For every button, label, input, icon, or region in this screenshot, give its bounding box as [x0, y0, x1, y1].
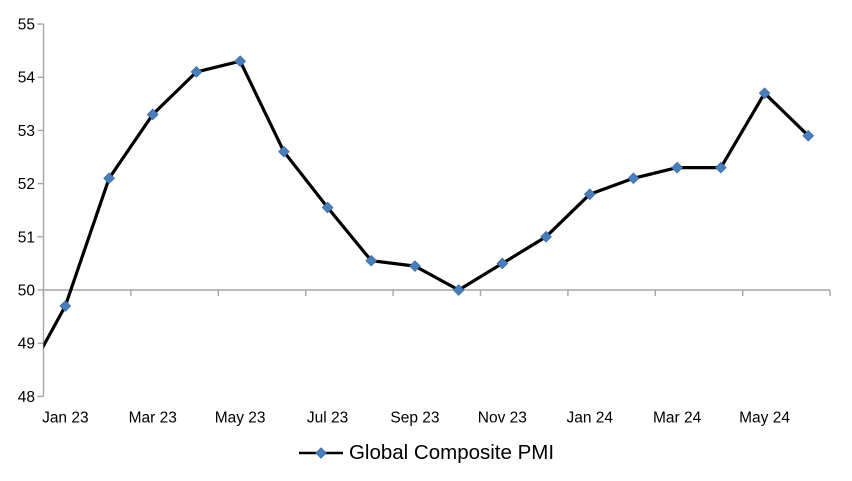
data-point-marker-dec-23	[540, 230, 552, 243]
x-axis-tick-label: Jan 24	[566, 410, 613, 427]
legend-sample-diamond-marker	[315, 447, 327, 459]
y-axis-tick-label: 48	[18, 389, 35, 406]
data-point-marker-feb-24	[627, 172, 640, 185]
legend-label: Global Composite PMI	[348, 440, 555, 464]
data-point-marker-oct-23	[452, 284, 465, 296]
x-axis-tick-label: Jan 23	[42, 410, 89, 427]
data-point-marker-nov-23	[496, 257, 509, 270]
data-point-marker-jun-23	[278, 145, 290, 158]
data-point-marker-apr-23	[190, 66, 203, 78]
legend-line-marker-sample	[298, 447, 343, 459]
data-point-marker-feb-23	[103, 172, 115, 185]
pmi-line	[43, 59, 810, 350]
data-point-marker-jun-24	[802, 129, 815, 142]
y-axis-tick-label: 53	[18, 123, 35, 140]
data-point-marker-apr-24	[715, 161, 727, 174]
data-point-marker-sep-23	[409, 260, 421, 272]
data-point-marker-may-24	[758, 87, 771, 100]
data-point-marker-aug-23	[365, 254, 378, 267]
x-axis-tick-label: May 23	[215, 410, 266, 427]
data-point-marker-mar-23	[146, 108, 159, 121]
global-composite-pmi-line-chart: 48 49 50 51 52 53 54 55 Jan 23 Mar 23 May 23 Jul 23…	[18, 17, 831, 427]
y-axis-tick-label: 55	[18, 17, 35, 34]
y-axis-tick-label: 52	[18, 176, 35, 193]
x-axis-tick-label: Jul 23	[307, 410, 348, 427]
x-axis-tick-label: Mar 23	[129, 410, 177, 427]
data-point-marker-mar-24	[671, 161, 684, 174]
data-point-marker-may-23	[234, 55, 247, 68]
data-point-marker-jul-23	[321, 201, 334, 214]
data-point-marker-jan-23	[59, 300, 72, 312]
x-axis-tick-label: May 24	[739, 410, 790, 427]
y-axis-tick-label: 54	[18, 70, 36, 87]
chart-legend: Global Composite PMI	[0, 440, 852, 466]
series-global-composite-pmi	[43, 55, 815, 350]
y-axis-tick-label: 51	[18, 229, 35, 246]
data-point-marker-jan-24	[583, 188, 596, 201]
x-axis-tick-label: Mar 24	[653, 410, 702, 427]
x-axis-tick-label: Sep 23	[390, 410, 439, 427]
x-axis-tick-label: Nov 23	[478, 410, 527, 427]
y-axis-tick-label: 49	[18, 336, 35, 353]
y-axis-tick-label: 50	[18, 283, 36, 300]
